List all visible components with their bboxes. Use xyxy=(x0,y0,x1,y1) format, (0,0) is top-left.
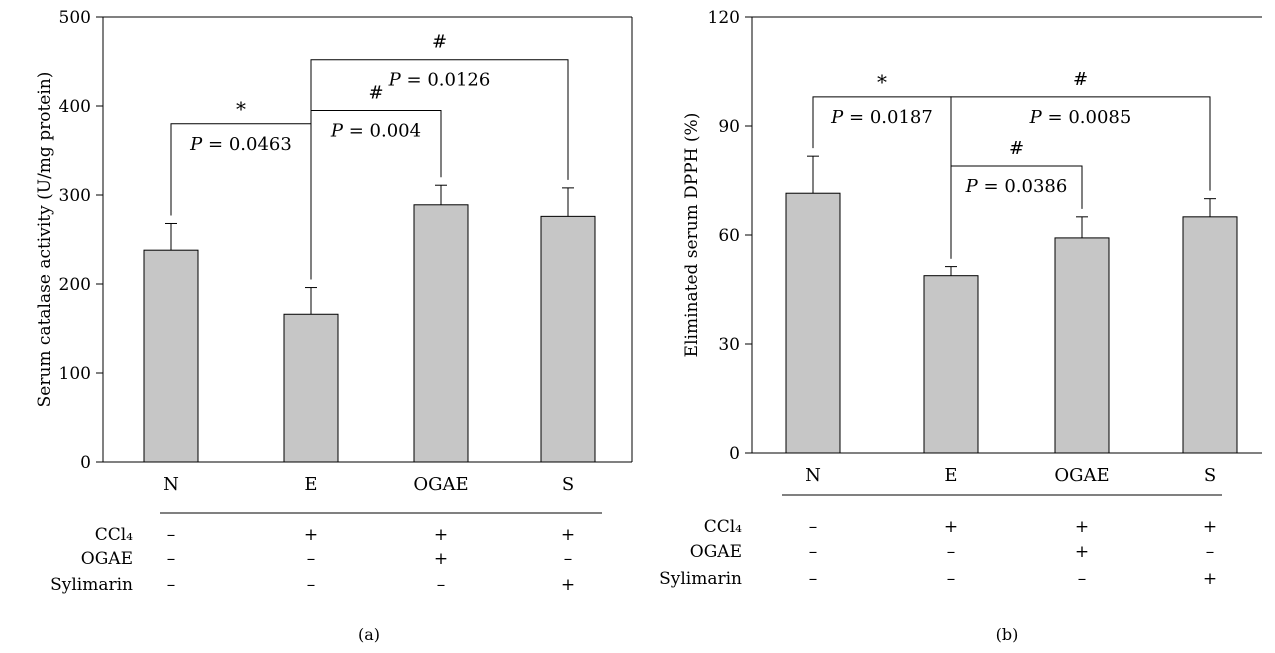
significance-symbol: # xyxy=(368,82,383,103)
category-label: OGAE xyxy=(413,474,468,495)
treatment-mark: – xyxy=(1078,569,1087,589)
treatment-mark: + xyxy=(561,525,575,545)
category-label: E xyxy=(304,474,317,495)
y-tick-label: 300 xyxy=(59,186,91,206)
p-symbol: P xyxy=(189,134,208,155)
treatment-mark: + xyxy=(1203,517,1217,537)
y-tick-label: 120 xyxy=(708,8,740,28)
p-value-text: = 0.0463 xyxy=(208,134,292,155)
y-tick-label: 60 xyxy=(718,226,740,246)
significance-symbol: # xyxy=(432,32,447,53)
y-axis-label: Eliminated serum DPPH (%) xyxy=(682,113,702,358)
treatment-mark: – xyxy=(167,575,176,595)
treatment-mark: + xyxy=(434,525,448,545)
treatment-mark: – xyxy=(809,569,818,589)
panel-label: (b) xyxy=(996,625,1019,644)
category-label: S xyxy=(562,474,574,495)
chart-panel-a: 0 100 200 300 400 500 Serum catalase activity … xyxy=(35,8,633,644)
y-tick-label: 0 xyxy=(729,444,740,464)
p-symbol: P xyxy=(1029,107,1048,128)
treatment-row-label: OGAE xyxy=(81,549,133,569)
y-tick-label: 100 xyxy=(59,364,91,384)
bar xyxy=(143,249,199,463)
category-label: S xyxy=(1204,465,1216,486)
bar xyxy=(1054,237,1110,454)
significance-symbol: * xyxy=(877,70,887,94)
y-tick-label: 30 xyxy=(718,335,740,355)
p-value-label: P = 0.004 xyxy=(330,120,421,141)
treatment-row-label: CCl₄ xyxy=(95,525,133,545)
significance-bracket xyxy=(310,59,569,280)
y-tick-label: 0 xyxy=(80,453,91,473)
y-tick-label: 200 xyxy=(59,275,91,295)
bar xyxy=(1182,216,1238,454)
significance-symbol: # xyxy=(1073,69,1088,90)
p-value-text: = 0.0085 xyxy=(1048,107,1132,128)
treatment-mark: – xyxy=(947,542,956,562)
p-value-text: = 0.0187 xyxy=(849,107,933,128)
treatment-mark: – xyxy=(564,549,573,569)
treatment-mark: + xyxy=(434,549,448,569)
y-axis-label: Serum catalase activity (U/mg protein) xyxy=(35,72,55,408)
treatment-mark: – xyxy=(167,549,176,569)
chart-panel-b: 0 30 60 90 120 Eliminated serum DPPH (%) N E OGA… xyxy=(659,8,1262,644)
treatment-mark: – xyxy=(809,517,818,537)
p-symbol: P xyxy=(965,176,984,197)
treatment-mark: + xyxy=(1075,517,1089,537)
treatment-row-label: Sylimarin xyxy=(659,569,742,589)
y-tick-label: 500 xyxy=(59,8,91,28)
treatment-mark: – xyxy=(167,525,176,545)
treatment-mark: – xyxy=(307,549,316,569)
treatment-row-label: Sylimarin xyxy=(50,575,133,595)
p-symbol: P xyxy=(388,70,407,91)
p-symbol: P xyxy=(330,120,349,141)
p-value-label: P = 0.0386 xyxy=(965,176,1068,197)
treatment-mark: – xyxy=(307,575,316,595)
p-value-label: P = 0.0085 xyxy=(1029,107,1132,128)
category-label: OGAE xyxy=(1054,465,1109,486)
p-value-text: = 0.0126 xyxy=(407,70,491,91)
treatment-row-label: OGAE xyxy=(690,542,742,562)
bar xyxy=(540,215,596,463)
y-tick-label: 400 xyxy=(59,97,91,117)
treatment-mark: – xyxy=(809,542,818,562)
category-label: N xyxy=(805,465,821,486)
p-value-text: = 0.004 xyxy=(349,120,421,141)
p-value-label: P = 0.0187 xyxy=(830,107,933,128)
treatment-mark: – xyxy=(1206,542,1215,562)
significance-symbol: * xyxy=(236,97,246,121)
bar xyxy=(283,313,339,463)
bar xyxy=(923,275,979,454)
panel-label: (a) xyxy=(358,625,380,644)
treatment-mark: + xyxy=(1203,569,1217,589)
bar xyxy=(413,204,469,463)
treatment-mark: – xyxy=(437,575,446,595)
p-value-label: P = 0.0126 xyxy=(388,70,491,91)
p-symbol: P xyxy=(830,107,849,128)
category-label: E xyxy=(944,465,957,486)
treatment-mark: + xyxy=(304,525,318,545)
significance-symbol: # xyxy=(1009,138,1024,159)
treatment-mark: + xyxy=(1075,542,1089,562)
p-value-text: = 0.0386 xyxy=(984,176,1068,197)
treatment-mark: – xyxy=(947,569,956,589)
treatment-row-label: CCl₄ xyxy=(704,517,742,537)
y-tick-label: 90 xyxy=(718,117,740,137)
treatment-mark: + xyxy=(944,517,958,537)
significance-bracket xyxy=(950,165,1083,259)
category-label: N xyxy=(163,474,179,495)
bar xyxy=(785,192,841,454)
p-value-label: P = 0.0463 xyxy=(189,134,292,155)
treatment-mark: + xyxy=(561,575,575,595)
